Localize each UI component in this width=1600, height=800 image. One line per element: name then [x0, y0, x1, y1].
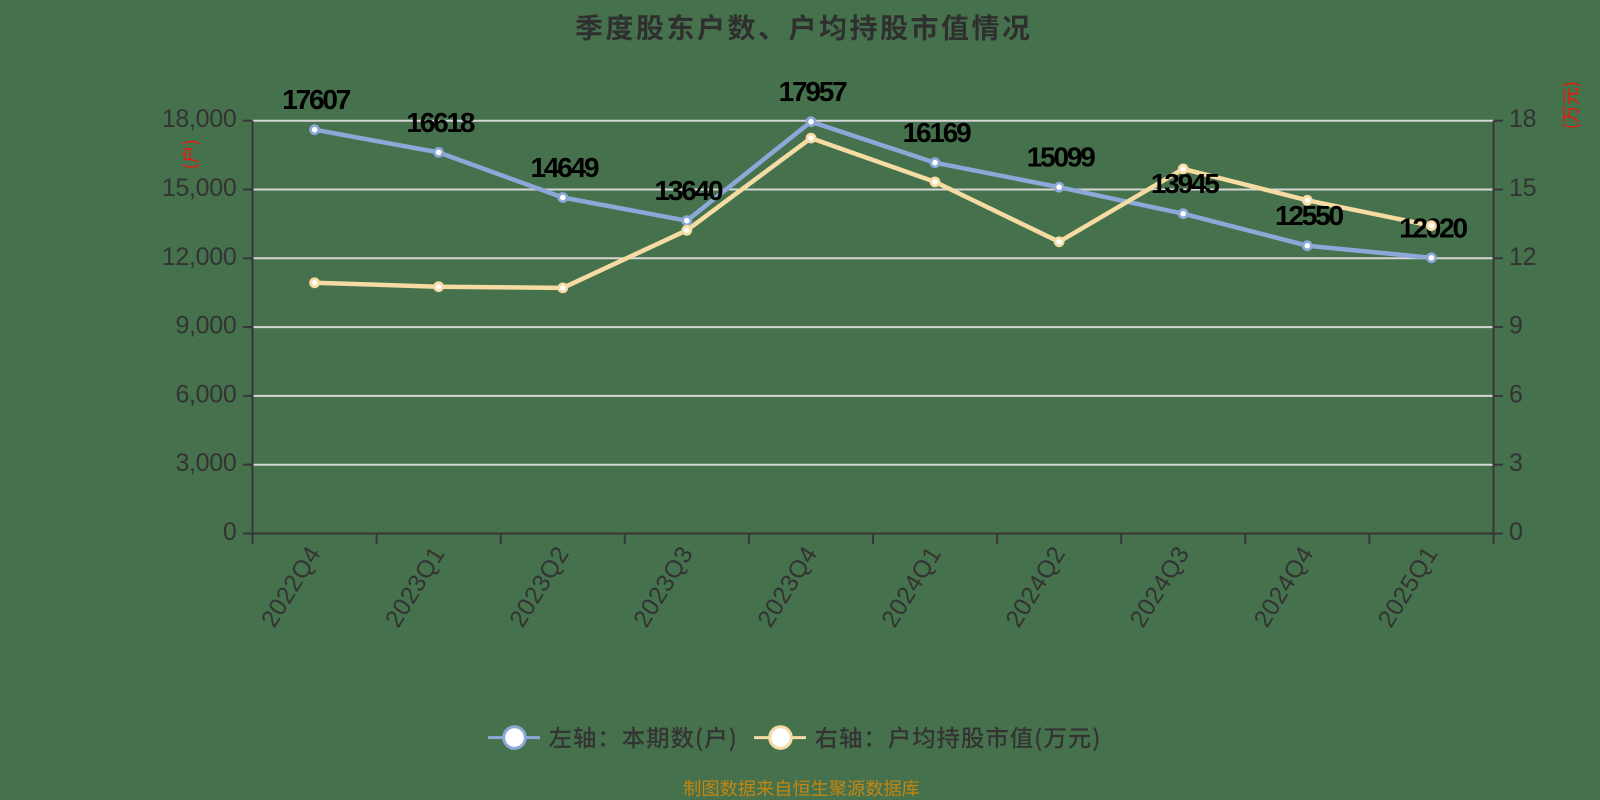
svg-text:18,000: 18,000	[162, 105, 237, 133]
svg-text:9,000: 9,000	[175, 312, 236, 340]
svg-text:12550: 12550	[1275, 200, 1343, 231]
svg-text:17607: 17607	[282, 84, 350, 115]
svg-text:9: 9	[1509, 312, 1523, 340]
svg-text:16618: 16618	[406, 107, 474, 138]
svg-text:13640: 13640	[654, 175, 722, 206]
svg-text:17957: 17957	[779, 76, 847, 107]
svg-text:15: 15	[1509, 174, 1536, 202]
svg-text:6: 6	[1509, 380, 1523, 408]
svg-text:3: 3	[1509, 449, 1523, 477]
svg-text:12: 12	[1509, 243, 1536, 271]
svg-text:6,000: 6,000	[175, 380, 236, 408]
svg-text:14649: 14649	[530, 152, 598, 183]
svg-text:16169: 16169	[903, 117, 971, 148]
svg-text:15,000: 15,000	[162, 174, 237, 202]
svg-text:15099: 15099	[1027, 142, 1095, 173]
svg-text:12,000: 12,000	[162, 243, 237, 271]
svg-text:0: 0	[1509, 518, 1523, 546]
svg-text:18: 18	[1509, 105, 1536, 133]
svg-text:3,000: 3,000	[175, 449, 236, 477]
svg-text:0: 0	[223, 518, 237, 546]
